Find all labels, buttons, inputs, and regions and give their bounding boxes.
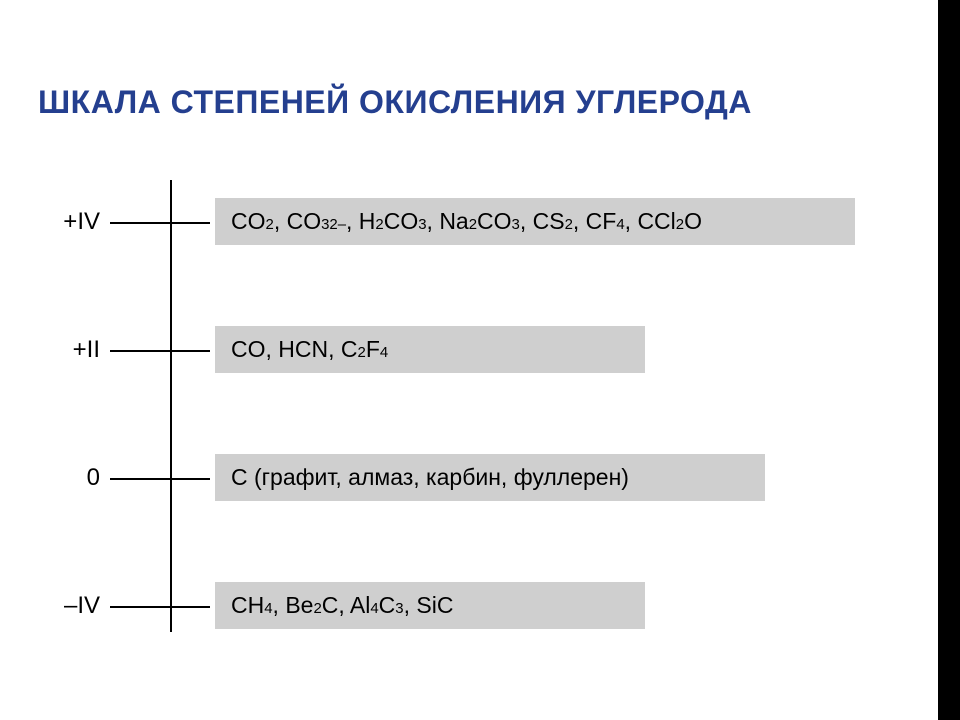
- page-title: ШКАЛА СТЕПЕНЕЙ ОКИСЛЕНИЯ УГЛЕРОДА: [38, 84, 752, 121]
- oxidation-state-label: +IV: [30, 208, 100, 236]
- axis-vertical-line: [170, 180, 172, 632]
- right-accent-bar: [938, 0, 960, 720]
- axis-tick: [110, 606, 210, 608]
- compound-list: CH4, Be2C, Al4C3, SiC: [215, 582, 645, 629]
- oxidation-state-label: 0: [30, 464, 100, 492]
- axis-tick: [110, 478, 210, 480]
- axis-tick: [110, 350, 210, 352]
- axis-tick: [110, 222, 210, 224]
- compound-list: CO2, CO32–, H2CO3, Na2CO3, CS2, CF4, CCl…: [215, 198, 855, 245]
- oxidation-state-label: +II: [30, 336, 100, 364]
- oxidation-state-label: –IV: [30, 592, 100, 620]
- compound-list: C (графит, алмаз, карбин, фуллерен): [215, 454, 765, 501]
- compound-list: CO, HCN, C2F4: [215, 326, 645, 373]
